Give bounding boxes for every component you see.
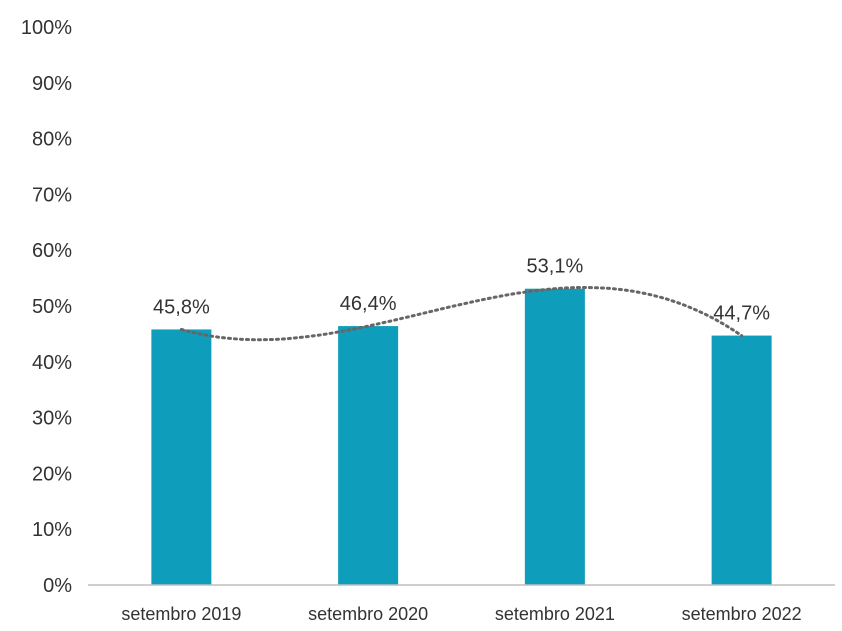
data-label: 44,7% — [713, 303, 770, 325]
y-tick-label: 60% — [32, 240, 72, 262]
data-label: 53,1% — [527, 256, 584, 278]
y-tick-label: 100% — [21, 17, 72, 39]
bar — [711, 335, 772, 585]
y-tick-label: 10% — [32, 519, 72, 541]
y-tick-label: 40% — [32, 352, 72, 374]
x-category-label: setembro 2020 — [308, 604, 428, 624]
data-labels: 45,8% 46,4% 53,1% 44,7% — [153, 256, 770, 325]
bar — [151, 329, 212, 585]
bar — [524, 288, 585, 585]
trendline — [179, 286, 744, 342]
x-category-label: setembro 2019 — [121, 604, 241, 624]
x-category-label: setembro 2022 — [682, 604, 802, 624]
y-tick-label: 20% — [32, 463, 72, 485]
data-label: 45,8% — [153, 296, 210, 318]
data-label: 46,4% — [340, 293, 397, 315]
y-tick-label: 0% — [43, 575, 72, 597]
y-tick-label: 90% — [32, 73, 72, 95]
bar — [338, 326, 399, 585]
y-tick-label: 30% — [32, 408, 72, 430]
x-category-label: setembro 2021 — [495, 604, 615, 624]
y-tick-label: 70% — [32, 184, 72, 206]
y-tick-label: 80% — [32, 129, 72, 151]
bars — [151, 288, 772, 585]
y-axis-ticks: 0% 10% 20% 30% 40% 50% 60% 70% 80% 90% 100% — [21, 17, 72, 597]
y-tick-label: 50% — [32, 296, 72, 318]
category-labels: setembro 2019 setembro 2020 setembro 2021 s… — [121, 604, 801, 624]
